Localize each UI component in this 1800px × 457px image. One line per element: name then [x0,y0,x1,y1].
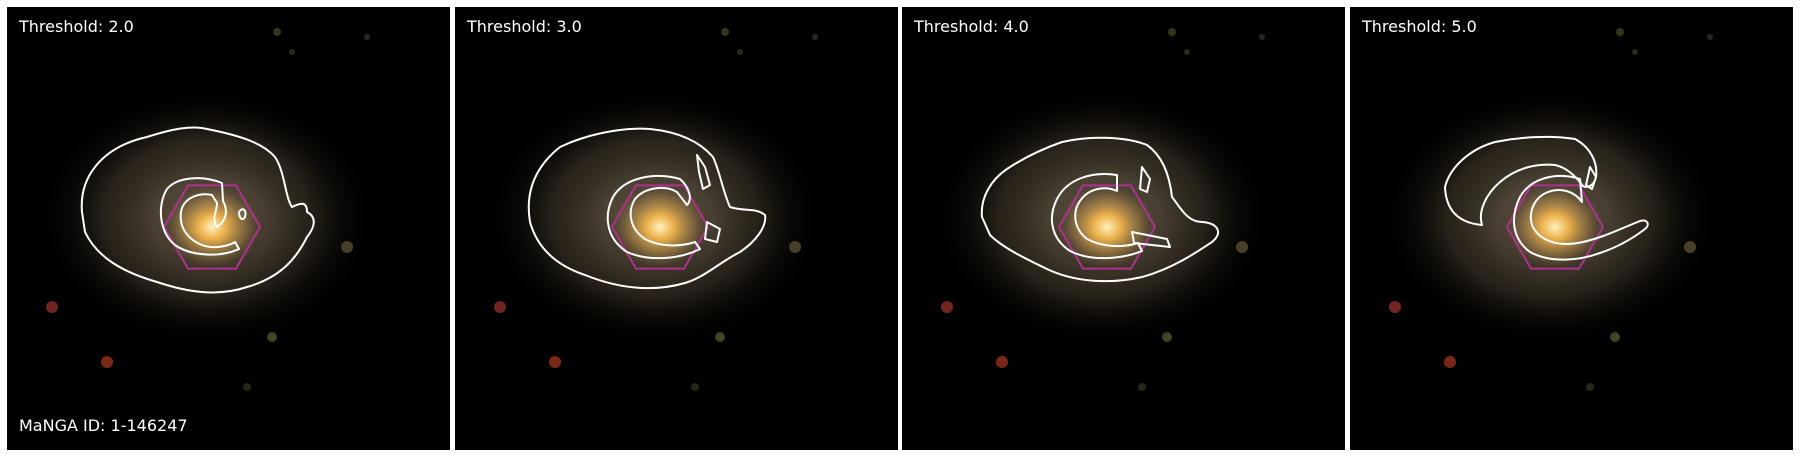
background-star [1389,301,1401,313]
galaxy-image [455,7,898,450]
galaxy-core [1052,179,1162,275]
galaxy-image [1350,7,1793,450]
galaxy-image [7,7,450,450]
background-star [289,49,295,55]
contour-line [238,208,247,221]
threshold-panel: Threshold: 5.0 [1350,7,1793,450]
contour-line [1444,135,1598,226]
contour-line [159,177,240,256]
ifu-hexagon [1057,184,1157,270]
contour-line [696,154,711,190]
background-star [812,34,818,40]
threshold-label: Threshold: 5.0 [1362,17,1477,36]
threshold-label: Threshold: 2.0 [19,17,134,36]
threshold-label: Threshold: 3.0 [467,17,582,36]
ifu-hexagon [610,184,710,270]
contour-line [606,175,701,260]
galaxy-core [1500,179,1610,275]
background-star [1616,28,1624,36]
galaxy-core [157,179,267,275]
background-star [1138,383,1146,391]
galaxy-core [605,179,715,275]
background-star [549,356,561,368]
contour-line [1139,166,1151,193]
background-star [1184,49,1190,55]
background-star [1707,34,1713,40]
contour-line [1513,174,1649,261]
threshold-panel: Threshold: 4.0 [902,7,1345,450]
contour-line [704,221,721,243]
background-star [691,383,699,391]
manga-id-label: MaNGA ID: 1-146247 [19,416,188,435]
background-star [1632,49,1638,55]
galaxy-image [902,7,1345,450]
background-star [1168,28,1176,36]
ifu-hexagon [1505,184,1605,270]
contour-line [527,127,767,290]
background-star [721,28,729,36]
contour-line [1131,231,1171,248]
contour-line [80,126,315,294]
background-star [243,383,251,391]
contour-line [1585,166,1597,190]
background-star [941,301,953,313]
background-star [737,49,743,55]
background-star [996,356,1008,368]
threshold-panel: Threshold: 3.0 [455,7,898,450]
threshold-panel: Threshold: 2.0 MaNGA ID: 1-146247 [7,7,450,450]
contour-line [1050,173,1143,260]
background-star [46,301,58,313]
background-star [494,301,506,313]
background-star [273,28,281,36]
contour-line [980,136,1220,283]
background-star [1586,383,1594,391]
background-star [1444,356,1456,368]
background-star [1259,34,1265,40]
background-star [101,356,113,368]
threshold-label: Threshold: 4.0 [914,17,1029,36]
background-star [364,34,370,40]
